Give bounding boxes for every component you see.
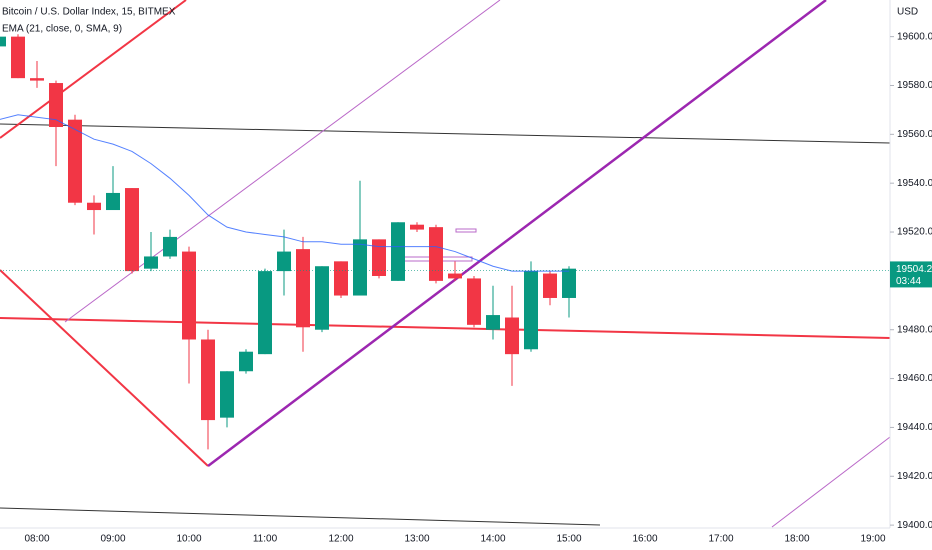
- candle-body: [258, 271, 272, 355]
- y-tick-label: 19460.00: [897, 373, 932, 384]
- y-tick-label: 19480.00: [897, 324, 932, 335]
- candle-body: [239, 351, 253, 372]
- candle-body: [106, 192, 120, 211]
- x-tick-label: 16:00: [632, 534, 657, 545]
- candle-body: [296, 249, 310, 328]
- x-tick-label: 15:00: [556, 534, 581, 545]
- y-tick-label: 19440.00: [897, 422, 932, 433]
- trend-line: [0, 317, 891, 339]
- last-price-box: [890, 261, 932, 288]
- candle-body: [277, 251, 291, 272]
- y-tick-label: 19580.00: [897, 80, 932, 91]
- x-tick-label: 19:00: [860, 534, 885, 545]
- axis-unit: USD: [897, 7, 918, 18]
- candle-body: [543, 273, 557, 298]
- x-tick-label: 17:00: [708, 534, 733, 545]
- x-tick-label: 12:00: [328, 534, 353, 545]
- candle-body: [391, 222, 405, 281]
- x-tick-label: 09:00: [100, 534, 125, 545]
- candle-body: [182, 251, 196, 340]
- candle-body: [429, 227, 443, 281]
- candle-body: [87, 202, 101, 211]
- candle-body: [467, 278, 481, 325]
- trend-line: [0, 269, 209, 467]
- indicator-label: EMA (21, close, 0, SMA, 9): [2, 24, 122, 35]
- trend-line: [771, 436, 891, 528]
- x-tick-label: 11:00: [253, 534, 278, 545]
- countdown-label: 03:44: [896, 276, 921, 287]
- candle-body: [353, 239, 367, 296]
- x-tick-label: 18:00: [784, 534, 809, 545]
- candle-body: [315, 266, 329, 330]
- x-tick-label: 14:00: [480, 534, 505, 545]
- candle-body: [163, 236, 177, 257]
- candle-body: [372, 239, 386, 276]
- x-tick-label: 08:00: [24, 534, 49, 545]
- y-tick-label: 19560.00: [897, 129, 932, 140]
- candle-body: [562, 268, 576, 298]
- candle-body: [524, 271, 538, 350]
- candle-body: [68, 119, 82, 203]
- y-tick-label: 19400.00: [897, 520, 932, 531]
- candle-body: [334, 261, 348, 296]
- trend-line: [0, 0, 187, 139]
- candle-body: [448, 273, 462, 279]
- candle-body: [30, 78, 44, 81]
- x-tick-label: 13:00: [404, 534, 429, 545]
- trend-line: [0, 123, 891, 144]
- y-tick-label: 19600.00: [897, 31, 932, 42]
- candle-body: [220, 371, 234, 418]
- candle-body: [125, 188, 139, 272]
- candle-body: [0, 36, 6, 47]
- candle-body: [201, 339, 215, 421]
- plot: [0, 34, 890, 450]
- candle-body: [505, 317, 519, 355]
- candle-body: [486, 315, 500, 330]
- trend-line: [0, 507, 601, 526]
- chart-title: Bitcoin / U.S. Dollar Index, 15, BITMEX: [2, 7, 176, 18]
- y-tick-label: 19420.00: [897, 471, 932, 482]
- y-tick-label: 19520.00: [897, 227, 932, 238]
- y-tick-label: 19540.00: [897, 178, 932, 189]
- drawing-box: [455, 228, 477, 233]
- candle-body: [11, 36, 25, 79]
- last-price-label: 19504.28: [896, 264, 932, 275]
- trend-line: [207, 0, 827, 467]
- ema-line: [0, 114, 569, 272]
- candle-body: [144, 256, 158, 269]
- candle-body: [410, 224, 424, 230]
- x-tick-label: 10:00: [176, 534, 201, 545]
- candle-body: [49, 83, 63, 128]
